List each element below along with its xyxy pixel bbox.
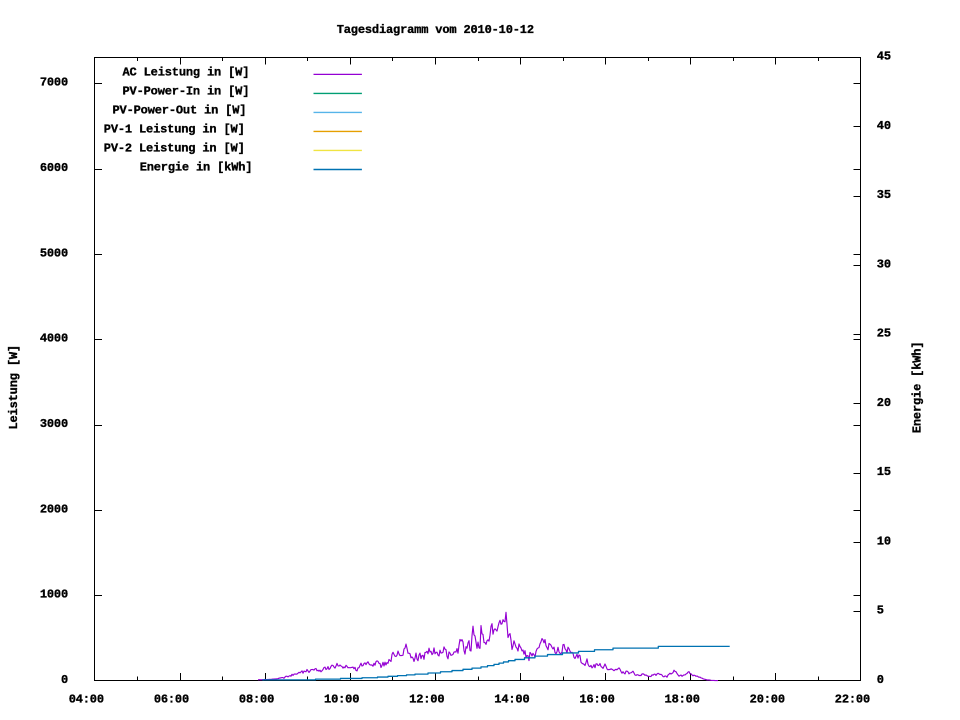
- svg-text:Energie [kWh]: Energie [kWh]: [911, 342, 925, 434]
- svg-text:6000: 6000: [40, 161, 68, 175]
- svg-text:7000: 7000: [40, 76, 68, 90]
- svg-text:12:00: 12:00: [409, 693, 444, 707]
- svg-text:Energie in [kWh]: Energie in [kWh]: [140, 161, 253, 175]
- svg-text:10:00: 10:00: [324, 693, 359, 707]
- svg-text:5: 5: [877, 604, 884, 618]
- svg-text:10: 10: [877, 534, 891, 548]
- svg-text:40: 40: [877, 119, 891, 133]
- svg-text:14:00: 14:00: [494, 693, 529, 707]
- svg-text:04:00: 04:00: [69, 693, 104, 707]
- svg-text:5000: 5000: [40, 246, 68, 260]
- svg-text:35: 35: [877, 188, 891, 202]
- svg-text:3000: 3000: [40, 417, 68, 431]
- svg-text:25: 25: [877, 327, 891, 341]
- svg-text:4000: 4000: [40, 332, 68, 346]
- svg-text:Tagesdiagramm vom 2010-10-12: Tagesdiagramm vom 2010-10-12: [337, 23, 534, 37]
- svg-text:PV-Power-In in [W]: PV-Power-In in [W]: [123, 85, 250, 99]
- svg-text:2000: 2000: [40, 502, 68, 516]
- svg-text:0: 0: [61, 673, 68, 687]
- svg-text:22:00: 22:00: [835, 693, 870, 707]
- svg-text:30: 30: [877, 257, 891, 271]
- svg-text:20:00: 20:00: [750, 693, 785, 707]
- svg-text:PV-Power-Out in [W]: PV-Power-Out in [W]: [113, 104, 247, 118]
- svg-text:16:00: 16:00: [579, 693, 614, 707]
- svg-text:45: 45: [877, 50, 891, 64]
- svg-text:06:00: 06:00: [154, 693, 189, 707]
- svg-text:1000: 1000: [40, 588, 68, 602]
- svg-text:08:00: 08:00: [239, 693, 274, 707]
- svg-text:PV-2 Leistung in [W]: PV-2 Leistung in [W]: [104, 142, 245, 156]
- svg-text:0: 0: [877, 673, 884, 687]
- svg-text:PV-1 Leistung in [W]: PV-1 Leistung in [W]: [104, 123, 245, 137]
- svg-text:20: 20: [877, 396, 891, 410]
- svg-text:AC Leistung in [W]: AC Leistung in [W]: [123, 66, 250, 80]
- svg-text:18:00: 18:00: [665, 693, 700, 707]
- svg-text:15: 15: [877, 465, 891, 479]
- svg-text:Leistung [W]: Leistung [W]: [7, 345, 21, 430]
